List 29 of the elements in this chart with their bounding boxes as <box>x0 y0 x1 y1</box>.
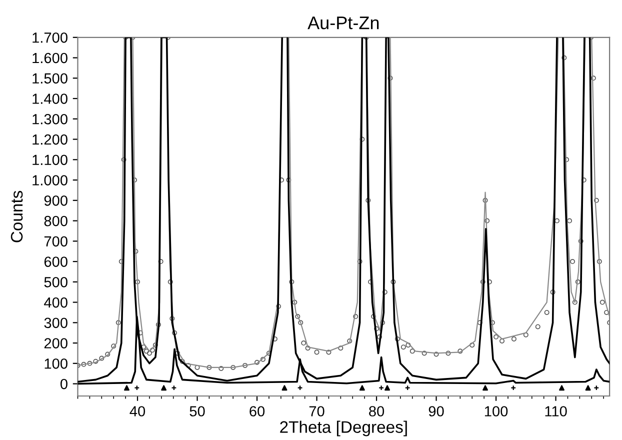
x-tick-label: 100 <box>484 406 508 416</box>
y-tick-label: 800 <box>44 216 68 226</box>
x-tick-label: 80 <box>369 406 384 416</box>
x-tick-label: 40 <box>130 406 146 416</box>
y-tick-label: 0 <box>60 378 68 390</box>
x-tick-label: 60 <box>250 406 265 416</box>
y-tick-label: 300 <box>44 318 68 328</box>
y-tick-label: 1.400 <box>32 94 68 104</box>
y-tick-label: 1.200 <box>32 134 68 145</box>
y-tick-label: 1.100 <box>32 154 68 166</box>
chart-title: Au-Pt-Zn <box>308 16 379 30</box>
x-tick-label: 70 <box>309 406 324 416</box>
y-tick-label: 1.000 <box>32 175 68 186</box>
y-tick-label: 1.500 <box>32 73 68 84</box>
y-tick-label: 1.700 <box>32 32 68 43</box>
y-tick-label: 700 <box>44 236 68 247</box>
x-tick-label: 50 <box>190 406 205 416</box>
x-tick-label: 110 <box>545 406 567 416</box>
x-axis-title: 2Theta [Degrees] <box>280 420 407 436</box>
y-tick-label: 400 <box>44 297 68 308</box>
y-tick-label: 500 <box>44 277 68 288</box>
x-tick-label: 90 <box>428 406 444 416</box>
y-tick-label: 1.600 <box>32 52 68 64</box>
y-tick-label: 600 <box>44 256 68 267</box>
y-tick-label: 900 <box>44 196 68 206</box>
y-tick-label: 1.300 <box>32 114 68 124</box>
y-tick-label: 100 <box>44 358 68 369</box>
y-tick-label: 200 <box>44 338 68 348</box>
y-axis-title: Counts <box>10 190 23 242</box>
